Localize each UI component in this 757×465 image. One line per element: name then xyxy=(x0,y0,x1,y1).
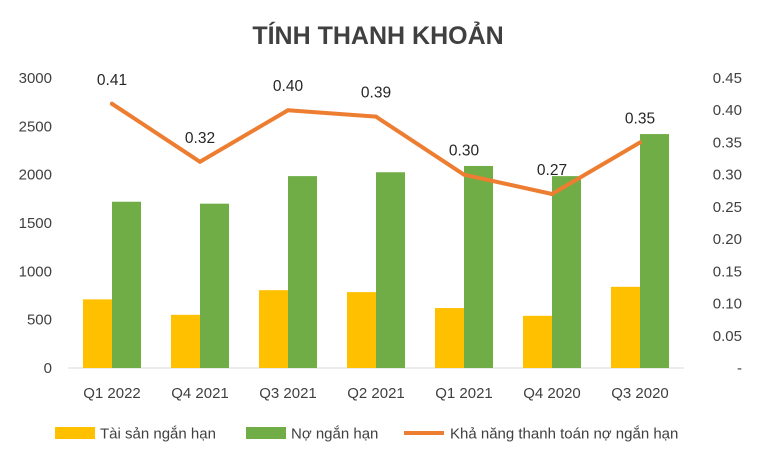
right-y-axis: - 0.05 0.10 0.15 0.20 0.25 0.30 0.35 0.40 0.45 xyxy=(713,70,742,377)
liquidity-ratio-point xyxy=(638,140,642,145)
right-y-tick-label: 0.25 xyxy=(713,199,742,216)
x-tick-label: Q3 2020 xyxy=(611,385,669,402)
right-y-tick-label: 0.10 xyxy=(713,296,742,313)
line-series: 0.41 0.32 0.40 0.39 0.30 0.27 0.35 xyxy=(97,72,655,196)
x-tick-label: Q1 2021 xyxy=(435,385,493,402)
bar-short-term-liabilities xyxy=(640,134,669,368)
right-y-tick-label: 0.15 xyxy=(713,263,742,280)
chart-title: TÍNH THANH KHOẢN xyxy=(252,20,503,50)
left-y-tick-label: 1500 xyxy=(19,215,52,232)
liquidity-ratio-data-label: 0.35 xyxy=(625,110,655,127)
bar-short-term-assets xyxy=(83,299,112,368)
legend-swatch xyxy=(55,427,95,439)
bar-short-term-liabilities xyxy=(112,201,141,368)
left-y-tick-label: 3000 xyxy=(19,70,52,87)
liquidity-ratio-point xyxy=(374,114,378,119)
x-tick-label: Q1 2022 xyxy=(83,385,141,402)
bar-short-term-assets xyxy=(611,286,640,368)
bar-short-term-liabilities xyxy=(464,165,493,368)
liquidity-ratio-data-label: 0.40 xyxy=(273,78,304,95)
left-y-tick-label: 1000 xyxy=(19,263,52,280)
right-y-tick-label: 0.20 xyxy=(713,231,742,248)
legend-label: Khả năng thanh toán nợ ngắn hạn xyxy=(450,426,678,443)
bar-short-term-liabilities xyxy=(200,203,229,368)
legend-label: Nợ ngắn hạn xyxy=(291,426,378,443)
bar-series xyxy=(83,134,669,368)
left-y-axis: 0 500 1000 1500 2000 2500 3000 xyxy=(19,70,52,377)
bar-short-term-assets xyxy=(259,290,288,368)
x-tick-label: Q4 2020 xyxy=(523,385,581,402)
bar-short-term-liabilities xyxy=(376,172,405,368)
left-y-tick-label: 2500 xyxy=(19,118,52,135)
liquidity-ratio-point xyxy=(110,101,114,106)
legend-swatch xyxy=(246,427,286,439)
right-y-tick-label: 0.05 xyxy=(713,328,742,345)
legend-label: Tài sản ngắn hạn xyxy=(100,426,216,443)
x-axis: Q1 2022 Q4 2021 Q3 2021 Q2 2021 Q1 2021 Q4 20… xyxy=(83,385,669,402)
bar-short-term-assets xyxy=(347,292,376,368)
left-y-tick-label: 2000 xyxy=(19,167,52,184)
right-y-tick-label: 0.40 xyxy=(713,102,742,119)
liquidity-ratio-point xyxy=(550,192,554,196)
bar-short-term-liabilities xyxy=(288,176,317,368)
x-tick-label: Q3 2021 xyxy=(259,385,317,402)
bar-short-term-liabilities xyxy=(552,176,581,368)
bar-short-term-assets xyxy=(435,308,464,368)
x-tick-label: Q2 2021 xyxy=(347,385,405,402)
liquidity-ratio-data-label: 0.39 xyxy=(361,85,391,102)
chart-legend: Tài sản ngắn hạn Nợ ngắn hạn Khả năng than… xyxy=(55,426,678,443)
liquidity-ratio-data-label: 0.27 xyxy=(537,162,567,179)
liquidity-ratio-point xyxy=(462,172,466,177)
liquidity-ratio-data-label: 0.30 xyxy=(449,143,480,160)
liquidity-ratio-point xyxy=(286,108,290,113)
liquidity-ratio-data-label: 0.41 xyxy=(97,72,127,89)
right-y-tick-label: 0.45 xyxy=(713,70,742,87)
right-y-tick-label: 0.30 xyxy=(713,167,742,184)
liquidity-ratio-point xyxy=(198,159,202,164)
bar-short-term-assets xyxy=(523,315,552,368)
left-y-tick-label: 0 xyxy=(44,360,52,377)
x-tick-label: Q4 2021 xyxy=(171,385,229,402)
liquidity-ratio-data-label: 0.32 xyxy=(185,130,215,147)
left-y-tick-label: 500 xyxy=(27,312,52,329)
right-y-tick-label: - xyxy=(737,360,742,377)
bar-short-term-assets xyxy=(171,314,200,368)
right-y-tick-label: 0.35 xyxy=(713,134,742,151)
